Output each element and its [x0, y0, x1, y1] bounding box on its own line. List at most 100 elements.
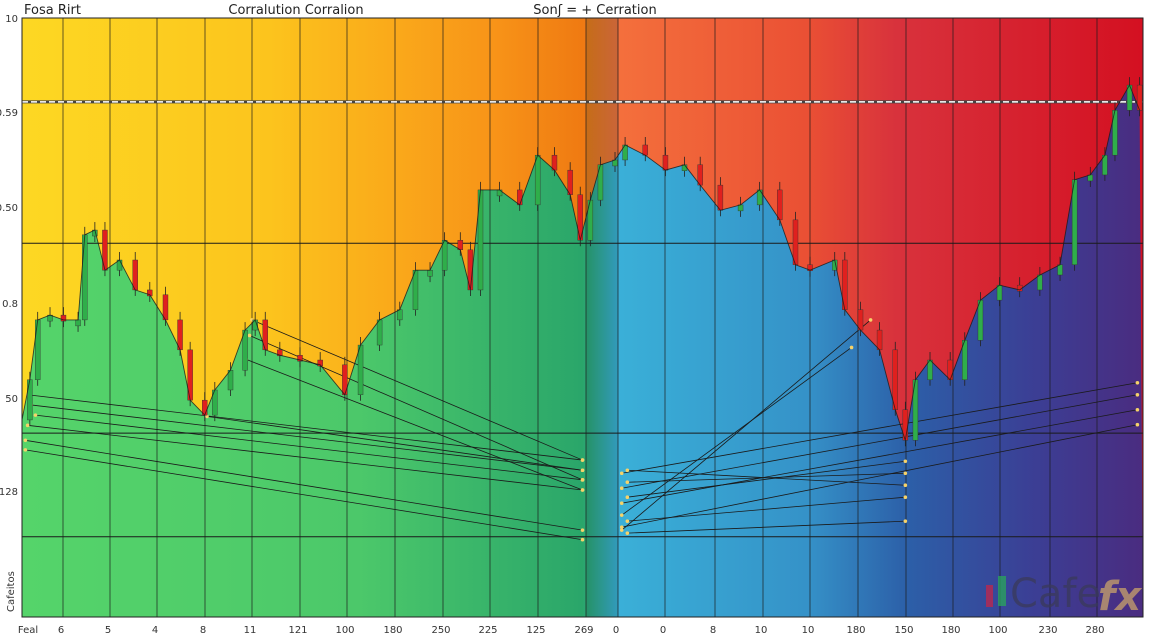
candle-down [892, 349, 898, 410]
title-center: Corralution Corralion [228, 3, 363, 18]
title-right: Sonʃ = + Cerration [533, 3, 656, 18]
trend-line [627, 469, 906, 486]
candle-up [82, 234, 88, 321]
x-tick-label: 125 [526, 625, 545, 636]
y-tick-label: 0.59 [0, 108, 18, 119]
trend-line-anchor [625, 468, 630, 473]
candle-down [297, 355, 303, 362]
x-tick-label: 5 [105, 625, 111, 636]
y-axis-label: Cafeitos [6, 571, 17, 612]
trend-line-anchor [23, 438, 28, 443]
x-tick-label: 230 [1038, 625, 1057, 636]
trend-line-anchor [580, 537, 585, 542]
candle-down [792, 219, 799, 265]
x-tick-label: 10 [755, 625, 768, 636]
price-line [21, 84, 1141, 441]
candle-down [697, 164, 703, 186]
trend-line-anchor [1135, 407, 1140, 412]
trend-line [621, 382, 1138, 474]
y-tick-label: 0.50 [0, 203, 18, 214]
watermark-logo: Cafe fx [986, 571, 1142, 620]
trend-line-anchor [619, 525, 624, 529]
trend-line [246, 359, 583, 491]
trend-line-anchor [1135, 380, 1140, 385]
trend-line [27, 424, 583, 491]
candle-down [162, 294, 169, 321]
trend-line [621, 347, 852, 516]
candle-down [60, 314, 67, 322]
candle-up [34, 319, 41, 380]
trend-line-anchor [619, 528, 624, 532]
x-tick-label: 11 [244, 625, 257, 636]
trend-lines [23, 318, 1140, 542]
trend-line-anchor [619, 486, 624, 491]
x-tick-label: Feal [18, 625, 38, 636]
x-tick-label: 180 [383, 625, 402, 636]
candle-down [1136, 84, 1143, 111]
trend-line [627, 520, 906, 534]
trend-line-anchor [625, 480, 630, 485]
candle-down [662, 154, 669, 171]
candle-up [27, 379, 33, 421]
candle-up [397, 309, 403, 321]
x-tick-label: 180 [941, 625, 960, 636]
x-tick-label: 269 [574, 625, 593, 636]
x-tick-label: 100 [988, 625, 1007, 636]
y-tick-label: 50 [5, 394, 18, 405]
trend-line [30, 404, 583, 471]
candle-down [777, 189, 783, 221]
trend-line-anchor [1135, 422, 1140, 427]
trend-line-anchor [23, 448, 28, 452]
logo-candle-green [998, 576, 1006, 606]
trend-line [25, 439, 583, 531]
trend-line-anchor [625, 531, 630, 535]
trend-line-anchor [625, 495, 630, 500]
candle-down [147, 289, 153, 297]
logo-candle-red [986, 585, 993, 607]
trend-line-anchor [868, 318, 873, 322]
candle-up [996, 284, 1003, 301]
price-area [22, 85, 1143, 618]
trend-line [249, 335, 583, 481]
candle-down [551, 154, 558, 171]
trend-line-anchor [580, 478, 585, 482]
trend-line-anchor [619, 513, 624, 517]
trend-line [206, 415, 583, 471]
candle-up [427, 269, 433, 277]
trend-line-anchor [580, 468, 585, 473]
trend-line-anchor [619, 501, 624, 505]
trend-line-anchor [580, 528, 585, 532]
candle-up [376, 319, 383, 346]
trend-line-anchor [247, 333, 252, 338]
trend-line [621, 409, 1138, 504]
x-tick-label: 121 [288, 625, 307, 636]
candle-down [807, 264, 813, 271]
trend-line-anchor [619, 471, 624, 476]
x-tick-label: 10 [802, 625, 815, 636]
x-axis: Feal 6 5 4 8 11 121 100 180 250 225 125 269 0 0 8 10 10 18… [18, 625, 1105, 636]
x-tick-label: 225 [478, 625, 497, 636]
candle-down [277, 349, 283, 357]
trend-line-anchor [903, 459, 908, 464]
trend-line-anchor [903, 519, 908, 523]
trend-line-anchor [580, 488, 585, 492]
candle-up [357, 344, 364, 395]
x-tick-label: 0 [613, 625, 619, 636]
trend-line [35, 414, 583, 481]
candle-up [977, 299, 984, 341]
candle-down [517, 189, 523, 206]
candle-up [1071, 179, 1078, 265]
x-tick-label: 0 [660, 625, 666, 636]
candle-up [227, 370, 234, 391]
trend-line-anchor [33, 413, 38, 417]
trend-line-anchor [580, 458, 585, 462]
trend-line-anchor [903, 471, 908, 476]
trend-line-anchor [903, 483, 908, 488]
x-tick-label: 150 [894, 625, 913, 636]
watermark-text: Cafe [1010, 571, 1101, 617]
trend-line-anchor [625, 519, 630, 523]
title-left: Fosa Rirt [24, 3, 81, 18]
trend-line [251, 319, 583, 461]
candle-down [947, 359, 953, 380]
x-tick-label: 8 [200, 625, 206, 636]
